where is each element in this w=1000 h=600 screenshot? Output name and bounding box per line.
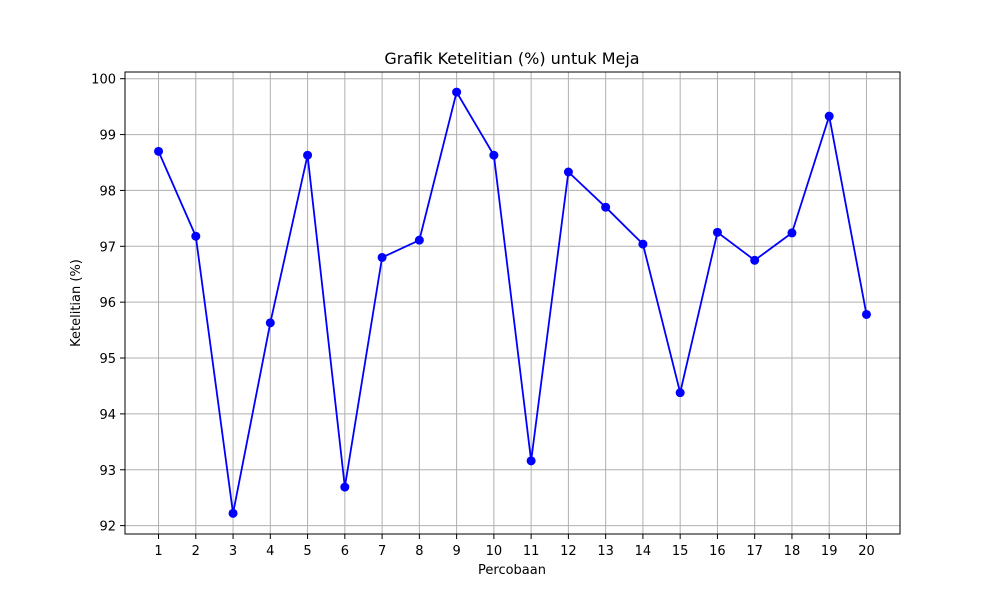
chart-title: Grafik Ketelitian (%) untuk Meja: [384, 49, 639, 68]
ticks: 1 2 3 4 5 6 7 8 9 10 11 12 13 14 15 16 17 18 19 20929394959…: [91, 73, 875, 559]
x-tick-label: 18: [784, 544, 801, 559]
y-tick-label: 99: [99, 129, 116, 144]
data-point: [489, 150, 499, 160]
data-point: [452, 87, 462, 97]
data-point: [191, 231, 201, 241]
data-point: [265, 318, 275, 328]
data-point: [154, 146, 164, 156]
y-tick-label: 96: [99, 296, 116, 311]
y-tick-label: 100: [91, 73, 116, 88]
y-tick-label: 98: [99, 184, 116, 199]
data-point: [228, 508, 238, 518]
x-tick-label: 10: [486, 544, 503, 559]
data-point: [861, 309, 871, 319]
x-tick-label: 2: [192, 544, 200, 559]
data-point: [303, 150, 313, 160]
data-point: [787, 228, 797, 238]
data-point: [750, 255, 760, 265]
data-point: [638, 239, 648, 249]
data-point: [340, 482, 350, 492]
x-tick-label: 20: [858, 544, 875, 559]
x-tick-label: 14: [635, 544, 652, 559]
x-tick-label: 17: [746, 544, 763, 559]
data-point: [675, 388, 685, 398]
x-tick-label: 15: [672, 544, 689, 559]
x-tick-label: 11: [523, 544, 540, 559]
y-tick-label: 92: [99, 520, 116, 535]
plot-frame: [124, 71, 901, 535]
y-tick-label: 95: [99, 352, 116, 367]
data-point: [712, 227, 722, 237]
x-tick-label: 7: [378, 544, 386, 559]
x-tick-label: 3: [229, 544, 237, 559]
y-axis-title: Ketelitian (%): [69, 259, 84, 347]
x-tick-label: 6: [341, 544, 349, 559]
series-line: [157, 91, 868, 515]
x-tick-label: 1: [154, 544, 162, 559]
x-tick-label: 4: [266, 544, 274, 559]
data-point: [414, 235, 424, 245]
x-tick-label: 16: [709, 544, 726, 559]
y-tick-label: 93: [99, 464, 116, 479]
x-tick-label: 5: [303, 544, 311, 559]
y-tick-label: 97: [99, 240, 116, 255]
x-tick-label: 8: [415, 544, 423, 559]
x-tick-label: 9: [452, 544, 460, 559]
x-tick-label: 13: [597, 544, 614, 559]
x-tick-label: 12: [560, 544, 577, 559]
x-tick-label: 19: [821, 544, 838, 559]
data-point: [563, 167, 573, 177]
data-point: [824, 111, 834, 121]
data-point: [526, 456, 536, 466]
x-axis-title: Percobaan: [478, 563, 546, 578]
y-tick-label: 94: [99, 408, 116, 423]
data-point: [377, 252, 387, 262]
data-point: [601, 202, 611, 212]
series-layer: [154, 87, 871, 518]
